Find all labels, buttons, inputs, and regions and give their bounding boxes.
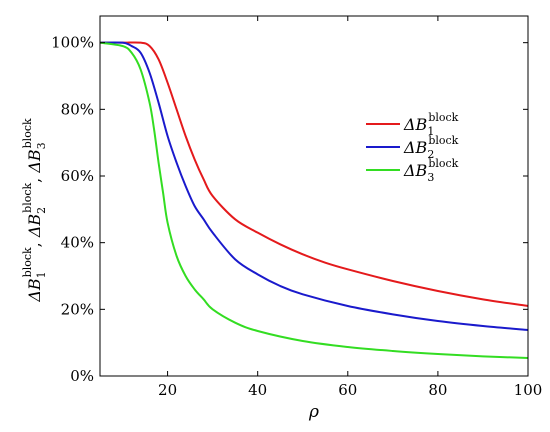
svg-text:ΔB1block, ΔB2block, ΔB3block: ΔB1block, ΔB2block, ΔB3block: [21, 118, 48, 303]
y-tick-label: 100%: [51, 34, 94, 52]
y-tick-label: 60%: [61, 167, 94, 185]
x-tick-label: 40: [248, 381, 267, 399]
x-axis-ticks: 20 40 60 80 100: [158, 16, 542, 399]
legend-label-2: ΔB2block: [403, 134, 459, 161]
plot-frame: [99, 15, 529, 377]
y-tick-label: 20%: [61, 300, 94, 318]
x-tick-label: 60: [338, 381, 357, 399]
legend-label-1: ΔB1block: [403, 111, 459, 138]
series-line-1: [100, 41, 529, 307]
x-axis-label: ρ: [308, 402, 319, 422]
series-line-2: [99, 41, 529, 331]
series-line-3: [99, 41, 529, 359]
plot-lines: [99, 41, 529, 359]
y-tick-label: 40%: [61, 234, 94, 252]
y-tick-label: 0%: [70, 367, 94, 385]
y-tick-label: 80%: [61, 100, 94, 118]
x-tick-label: 80: [428, 381, 447, 399]
y-axis-label: ΔB1block, ΔB2block, ΔB3block: [21, 118, 48, 303]
x-tick-label: 20: [158, 381, 177, 399]
y-axis-ticks: 0% 20% 40% 60% 80% 100%: [51, 34, 528, 385]
legend-label-3: ΔB3block: [403, 157, 459, 184]
x-tick-label: 100: [514, 381, 543, 399]
